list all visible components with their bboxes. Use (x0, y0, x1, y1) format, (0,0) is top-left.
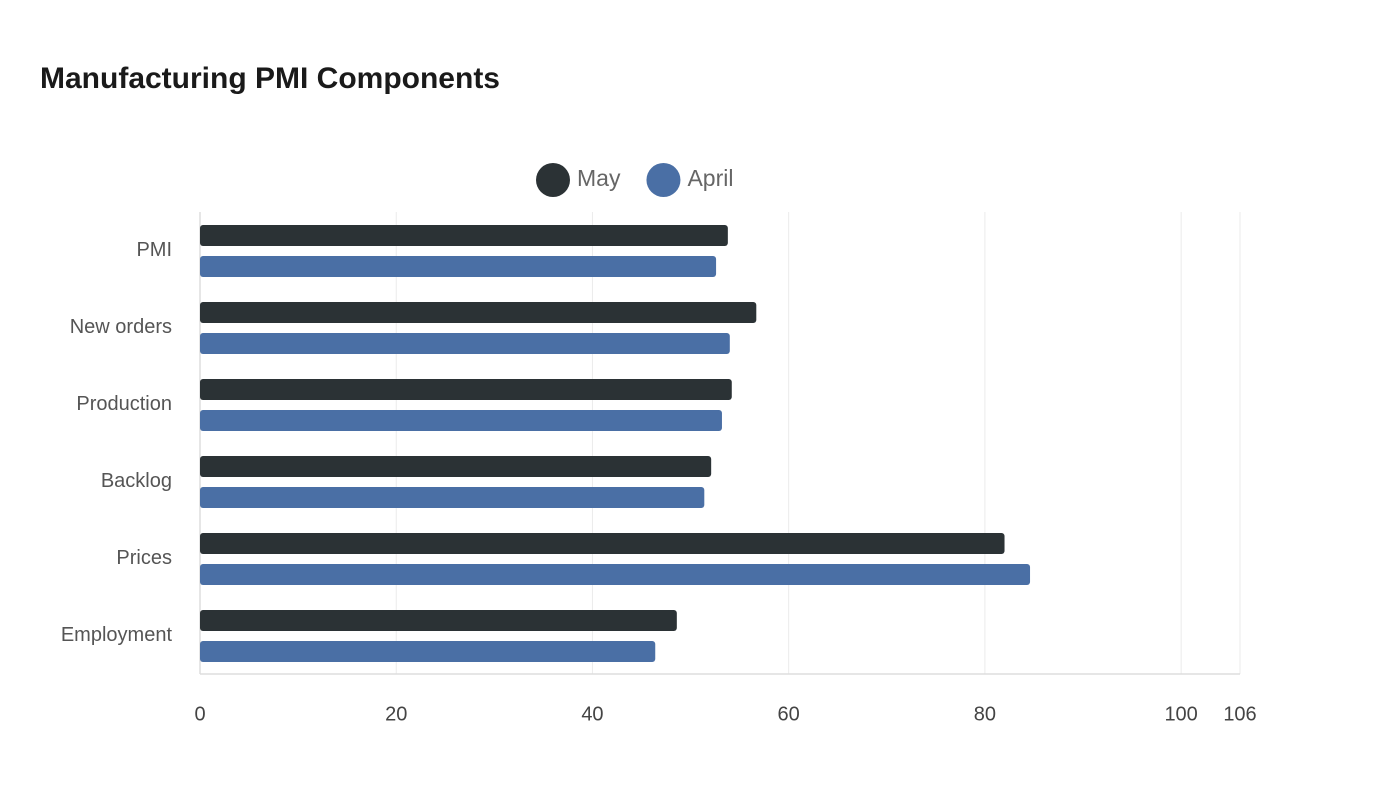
bar (200, 533, 1005, 554)
x-tick-label: 80 (974, 703, 996, 725)
y-tick-label: Backlog (101, 470, 172, 492)
x-tick-label: 106 (1223, 703, 1256, 725)
y-tick-label: New orders (70, 316, 172, 338)
bar (200, 610, 677, 631)
y-tick-label: Production (76, 393, 172, 415)
legend-label: May (577, 165, 621, 191)
y-tick-label: Prices (116, 547, 172, 569)
bar (200, 564, 1031, 585)
bar (200, 487, 705, 508)
x-tick-label: 60 (778, 703, 800, 725)
bar (200, 302, 757, 323)
bar (200, 410, 722, 431)
bar (200, 641, 656, 662)
bar (200, 256, 717, 277)
x-tick-label: 100 (1164, 703, 1197, 725)
x-tick-label: 20 (385, 703, 407, 725)
legend-label: April (687, 165, 733, 191)
legend-marker (536, 163, 570, 197)
y-tick-label: PMI (136, 239, 172, 261)
y-tick-label: Employment (61, 624, 173, 646)
bar (200, 333, 730, 354)
chart-title: Manufacturing PMI Components (40, 62, 500, 95)
x-tick-label: 40 (581, 703, 603, 725)
bar (200, 456, 712, 477)
legend-marker (646, 163, 681, 197)
bar (200, 225, 728, 246)
bar (200, 379, 732, 400)
x-tick-label: 0 (194, 703, 205, 725)
